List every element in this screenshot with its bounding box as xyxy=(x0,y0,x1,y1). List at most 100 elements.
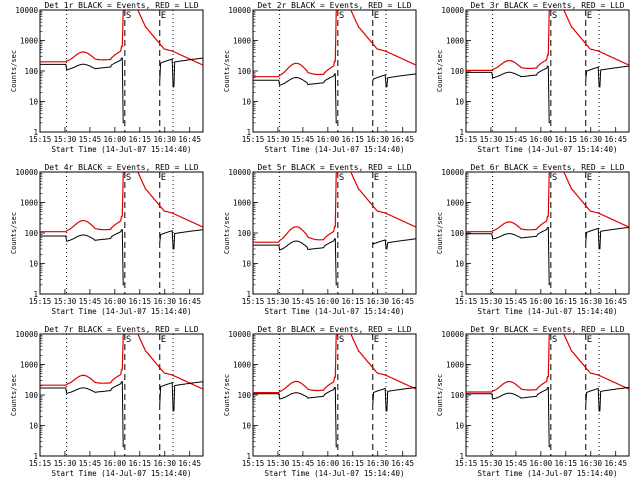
events-series-line xyxy=(466,65,629,124)
y-tick-label: 1 xyxy=(459,452,464,461)
lld-series-line xyxy=(466,172,629,233)
time-marker-label: E xyxy=(161,335,166,345)
panel-8: Det 8r BLACK = Events, RED = LLD 1 10 100 10… xyxy=(223,325,417,478)
y-tick-label: 10 xyxy=(29,422,39,431)
x-axis-label: Start Time (14-Jul-07 15:14:40) xyxy=(265,307,405,316)
plot-area xyxy=(40,334,203,448)
y-tick-label: 1000 xyxy=(233,199,252,208)
plot-area xyxy=(40,10,203,124)
y-tick-label: 10 xyxy=(242,98,252,107)
y-tick-label: 1 xyxy=(246,452,251,461)
y-tick-label: 100 xyxy=(450,229,464,238)
x-tick-label: 16:45 xyxy=(178,135,201,144)
plot-frame xyxy=(39,333,204,457)
time-marker-label: S xyxy=(126,173,131,183)
x-tick-label: 16:00 xyxy=(317,135,340,144)
plot-frame xyxy=(252,171,417,295)
y-tick-label: 1000 xyxy=(20,37,39,46)
panel-title: Det 6r BLACK = Events, RED = LLD xyxy=(470,163,624,172)
x-tick-label: 16:45 xyxy=(391,135,414,144)
x-tick-label: 15:15 xyxy=(455,135,478,144)
panel-title: Det 1r BLACK = Events, RED = LLD xyxy=(44,1,198,10)
y-tick-label: 10 xyxy=(455,98,465,107)
panel-title: Det 8r BLACK = Events, RED = LLD xyxy=(257,325,411,334)
time-marker-label: S xyxy=(126,11,131,21)
x-tick-label: 16:30 xyxy=(153,135,176,144)
x-tick-label: 16:00 xyxy=(317,297,340,306)
panel-5: Det 5r BLACK = Events, RED = LLD 1 10 100 10… xyxy=(223,163,417,316)
y-tick-label: 100 xyxy=(24,67,38,76)
x-axis-label: Start Time (14-Jul-07 15:14:40) xyxy=(265,145,405,154)
plot-area xyxy=(40,172,203,286)
panel-1: Det 1r BLACK = Events, RED = LLD 1 10 100 10… xyxy=(10,1,204,154)
x-tick-label: 16:45 xyxy=(604,135,627,144)
panel-3: Det 3r BLACK = Events, RED = LLD 1 10 100 10… xyxy=(436,1,630,154)
x-tick-label: 15:15 xyxy=(455,297,478,306)
y-tick-label: 10 xyxy=(455,422,465,431)
y-axis-label: Counts/sec xyxy=(10,212,18,254)
time-marker-label: S xyxy=(552,11,557,21)
lld-series-line xyxy=(466,10,629,71)
y-tick-label: 1000 xyxy=(233,361,252,370)
panel-2: Det 2r BLACK = Events, RED = LLD 1 10 100 10… xyxy=(223,1,417,154)
y-tick-label: 1000 xyxy=(20,199,39,208)
y-tick-label: 10000 xyxy=(15,6,38,15)
time-marker-label: E xyxy=(374,11,379,21)
x-tick-label: 16:30 xyxy=(579,459,602,468)
x-tick-label: 16:30 xyxy=(579,297,602,306)
y-tick-label: 10 xyxy=(242,260,252,269)
y-tick-label: 100 xyxy=(237,391,251,400)
x-tick-label: 16:15 xyxy=(555,297,578,306)
x-tick-label: 15:30 xyxy=(54,135,77,144)
plot-frame xyxy=(252,333,417,457)
y-tick-label: 10000 xyxy=(441,6,464,15)
x-tick-label: 16:00 xyxy=(530,297,553,306)
x-tick-label: 16:15 xyxy=(129,297,152,306)
y-tick-label: 100 xyxy=(450,67,464,76)
y-tick-label: 1000 xyxy=(20,361,39,370)
x-tick-label: 15:15 xyxy=(242,297,265,306)
x-tick-label: 15:45 xyxy=(292,135,315,144)
time-marker-label: S xyxy=(339,335,344,345)
y-tick-label: 1 xyxy=(33,128,38,137)
y-tick-label: 1 xyxy=(246,128,251,137)
x-tick-label: 15:45 xyxy=(79,135,102,144)
x-tick-label: 15:45 xyxy=(292,297,315,306)
plot-frame xyxy=(465,333,630,457)
x-tick-label: 16:30 xyxy=(153,297,176,306)
events-series-line xyxy=(40,57,203,124)
plot-frame xyxy=(39,9,204,133)
events-series-line xyxy=(466,386,629,448)
x-tick-label: 16:45 xyxy=(391,459,414,468)
plot-frame xyxy=(465,171,630,295)
y-axis-label: Counts/sec xyxy=(223,212,231,254)
y-tick-label: 1 xyxy=(459,128,464,137)
x-tick-label: 15:45 xyxy=(292,459,315,468)
x-tick-label: 15:30 xyxy=(267,135,290,144)
y-tick-label: 10 xyxy=(29,98,39,107)
x-tick-label: 16:30 xyxy=(153,459,176,468)
x-tick-label: 16:00 xyxy=(317,459,340,468)
events-series-line xyxy=(253,73,416,124)
y-tick-label: 100 xyxy=(237,229,251,238)
plot-area xyxy=(253,10,416,124)
x-tick-label: 15:15 xyxy=(29,135,52,144)
y-tick-label: 1000 xyxy=(233,37,252,46)
y-tick-label: 10000 xyxy=(228,330,251,339)
x-tick-label: 15:15 xyxy=(29,297,52,306)
y-tick-label: 10000 xyxy=(228,168,251,177)
y-tick-label: 100 xyxy=(24,391,38,400)
y-tick-label: 100 xyxy=(237,67,251,76)
x-tick-label: 16:00 xyxy=(104,135,127,144)
x-tick-label: 15:45 xyxy=(505,459,528,468)
y-tick-label: 10000 xyxy=(441,168,464,177)
y-axis-label: Counts/sec xyxy=(436,212,444,254)
x-axis-label: Start Time (14-Jul-07 15:14:40) xyxy=(265,469,405,478)
y-tick-label: 10000 xyxy=(15,168,38,177)
y-tick-label: 10000 xyxy=(228,6,251,15)
x-tick-label: 16:45 xyxy=(604,297,627,306)
panel-6: Det 6r BLACK = Events, RED = LLD 1 10 100 10… xyxy=(436,163,630,316)
panel-title: Det 3r BLACK = Events, RED = LLD xyxy=(470,1,624,10)
x-tick-label: 15:45 xyxy=(505,297,528,306)
